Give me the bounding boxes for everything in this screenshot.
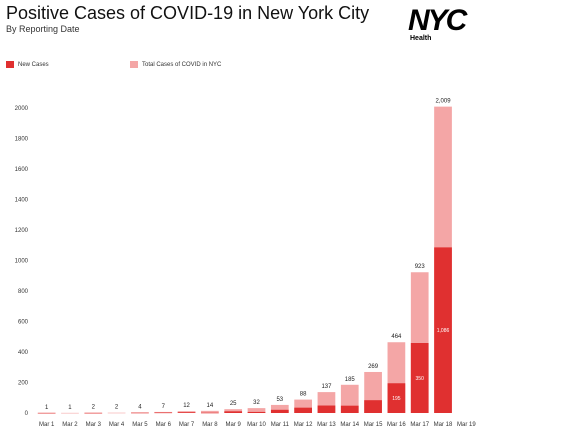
data-label-new: 350 (416, 376, 425, 382)
data-label-total: 53 (276, 397, 283, 403)
x-tick-label: Mar 16 (387, 422, 406, 428)
bar-new-cases (177, 412, 196, 413)
bar-new-cases (131, 412, 149, 414)
data-label-total: 923 (415, 264, 426, 270)
data-label-total: 7 (162, 404, 166, 410)
bar-new-cases (201, 412, 219, 414)
legend-swatch-total-cases (130, 61, 138, 68)
bar-total-cases (201, 410, 219, 413)
y-tick-label: 1400 (15, 198, 29, 204)
x-tick-label: Mar 6 (156, 422, 172, 428)
x-tick-label: Mar 3 (86, 422, 102, 428)
data-label-total: 464 (391, 334, 402, 340)
y-tick-label: 400 (18, 350, 29, 356)
logo-subtext: Health (410, 35, 432, 42)
bar-total-cases (224, 409, 243, 413)
x-tick-label: Mar 7 (179, 422, 195, 428)
x-tick-label: Mar 8 (202, 422, 218, 428)
data-label-new: 1,086 (437, 328, 450, 334)
x-tick-label: Mar 2 (62, 422, 78, 428)
data-label-total: 1 (45, 405, 49, 411)
bar-new-cases (340, 405, 359, 413)
bar-new-cases (294, 407, 312, 413)
data-label-total: 4 (138, 404, 142, 410)
nyc-health-logo: NYC Health (408, 6, 488, 46)
bar-total-cases (61, 412, 79, 414)
y-tick-label: 1600 (15, 167, 29, 173)
data-label-total: 32 (253, 400, 260, 406)
data-label-total: 14 (207, 403, 214, 409)
y-tick-label: 1200 (15, 228, 29, 234)
x-tick-label: Mar 1 (39, 422, 55, 428)
y-tick-label: 200 (18, 381, 29, 387)
x-tick-label: Mar 13 (317, 422, 336, 428)
data-label-total: 185 (345, 377, 356, 383)
x-tick-label: Mar 4 (109, 422, 125, 428)
data-label-total: 2 (92, 405, 96, 411)
x-tick-label: Mar 17 (410, 422, 429, 428)
bar-total-cases (270, 404, 289, 413)
data-label-total: 12 (183, 403, 190, 409)
page-subtitle: By Reporting Date (6, 24, 80, 34)
x-tick-label: Mar 10 (247, 422, 266, 428)
x-tick-label: Mar 5 (132, 422, 148, 428)
legend-label-total-cases: Total Cases of COVID in NYC (142, 61, 222, 68)
bar-new-cases (224, 411, 243, 413)
bar-new-cases (247, 411, 266, 413)
bar-new-cases (364, 400, 382, 413)
y-tick-label: 600 (18, 320, 29, 326)
x-tick-label: Mar 15 (364, 422, 383, 428)
bar-new-cases (84, 412, 103, 414)
legend-swatch-new-cases (6, 61, 14, 68)
bar-new-cases (37, 412, 56, 414)
data-label-total: 2,009 (436, 99, 452, 105)
legend-item-new-cases: New Cases (6, 61, 49, 68)
bar-new-cases (387, 383, 406, 413)
y-tick-label: 1000 (15, 259, 29, 265)
x-tick-label: Mar 19 (457, 422, 476, 428)
data-label-new: 195 (392, 396, 401, 402)
data-label-total: 137 (321, 384, 332, 390)
x-tick-label: Mar 18 (434, 422, 453, 428)
y-tick-label: 800 (18, 289, 29, 295)
bar-total-cases (107, 412, 126, 414)
data-label-total: 88 (300, 392, 307, 398)
data-label-total: 2 (115, 405, 119, 411)
x-tick-label: Mar 14 (340, 422, 359, 428)
bar-total-cases (154, 411, 173, 413)
data-label-total: 269 (368, 364, 379, 370)
data-label-total: 25 (230, 401, 237, 407)
bar-total-cases (177, 411, 196, 413)
x-tick-label: Mar 9 (226, 422, 242, 428)
bar-new-cases (270, 409, 289, 413)
bar-new-cases (410, 343, 429, 413)
bar-new-cases (317, 405, 336, 413)
page-title: Positive Cases of COVID-19 in New York C… (6, 3, 370, 23)
x-tick-label: Mar 12 (294, 422, 313, 428)
bar-total-cases (247, 408, 266, 413)
y-tick-label: 2000 (15, 106, 29, 112)
legend-label-new-cases: New Cases (18, 61, 49, 68)
bar-new-cases (434, 247, 452, 413)
data-label-total: 1 (68, 405, 72, 411)
y-tick-label: 1800 (15, 137, 29, 143)
chart-legend: New Cases Total Cases of COVID in NYC (0, 61, 575, 73)
logo-word: NYC (408, 4, 467, 37)
y-tick-label: 0 (25, 411, 29, 417)
bar-new-cases (154, 412, 173, 414)
x-tick-label: Mar 11 (271, 422, 290, 428)
legend-item-total-cases: Total Cases of COVID in NYC (130, 61, 221, 68)
